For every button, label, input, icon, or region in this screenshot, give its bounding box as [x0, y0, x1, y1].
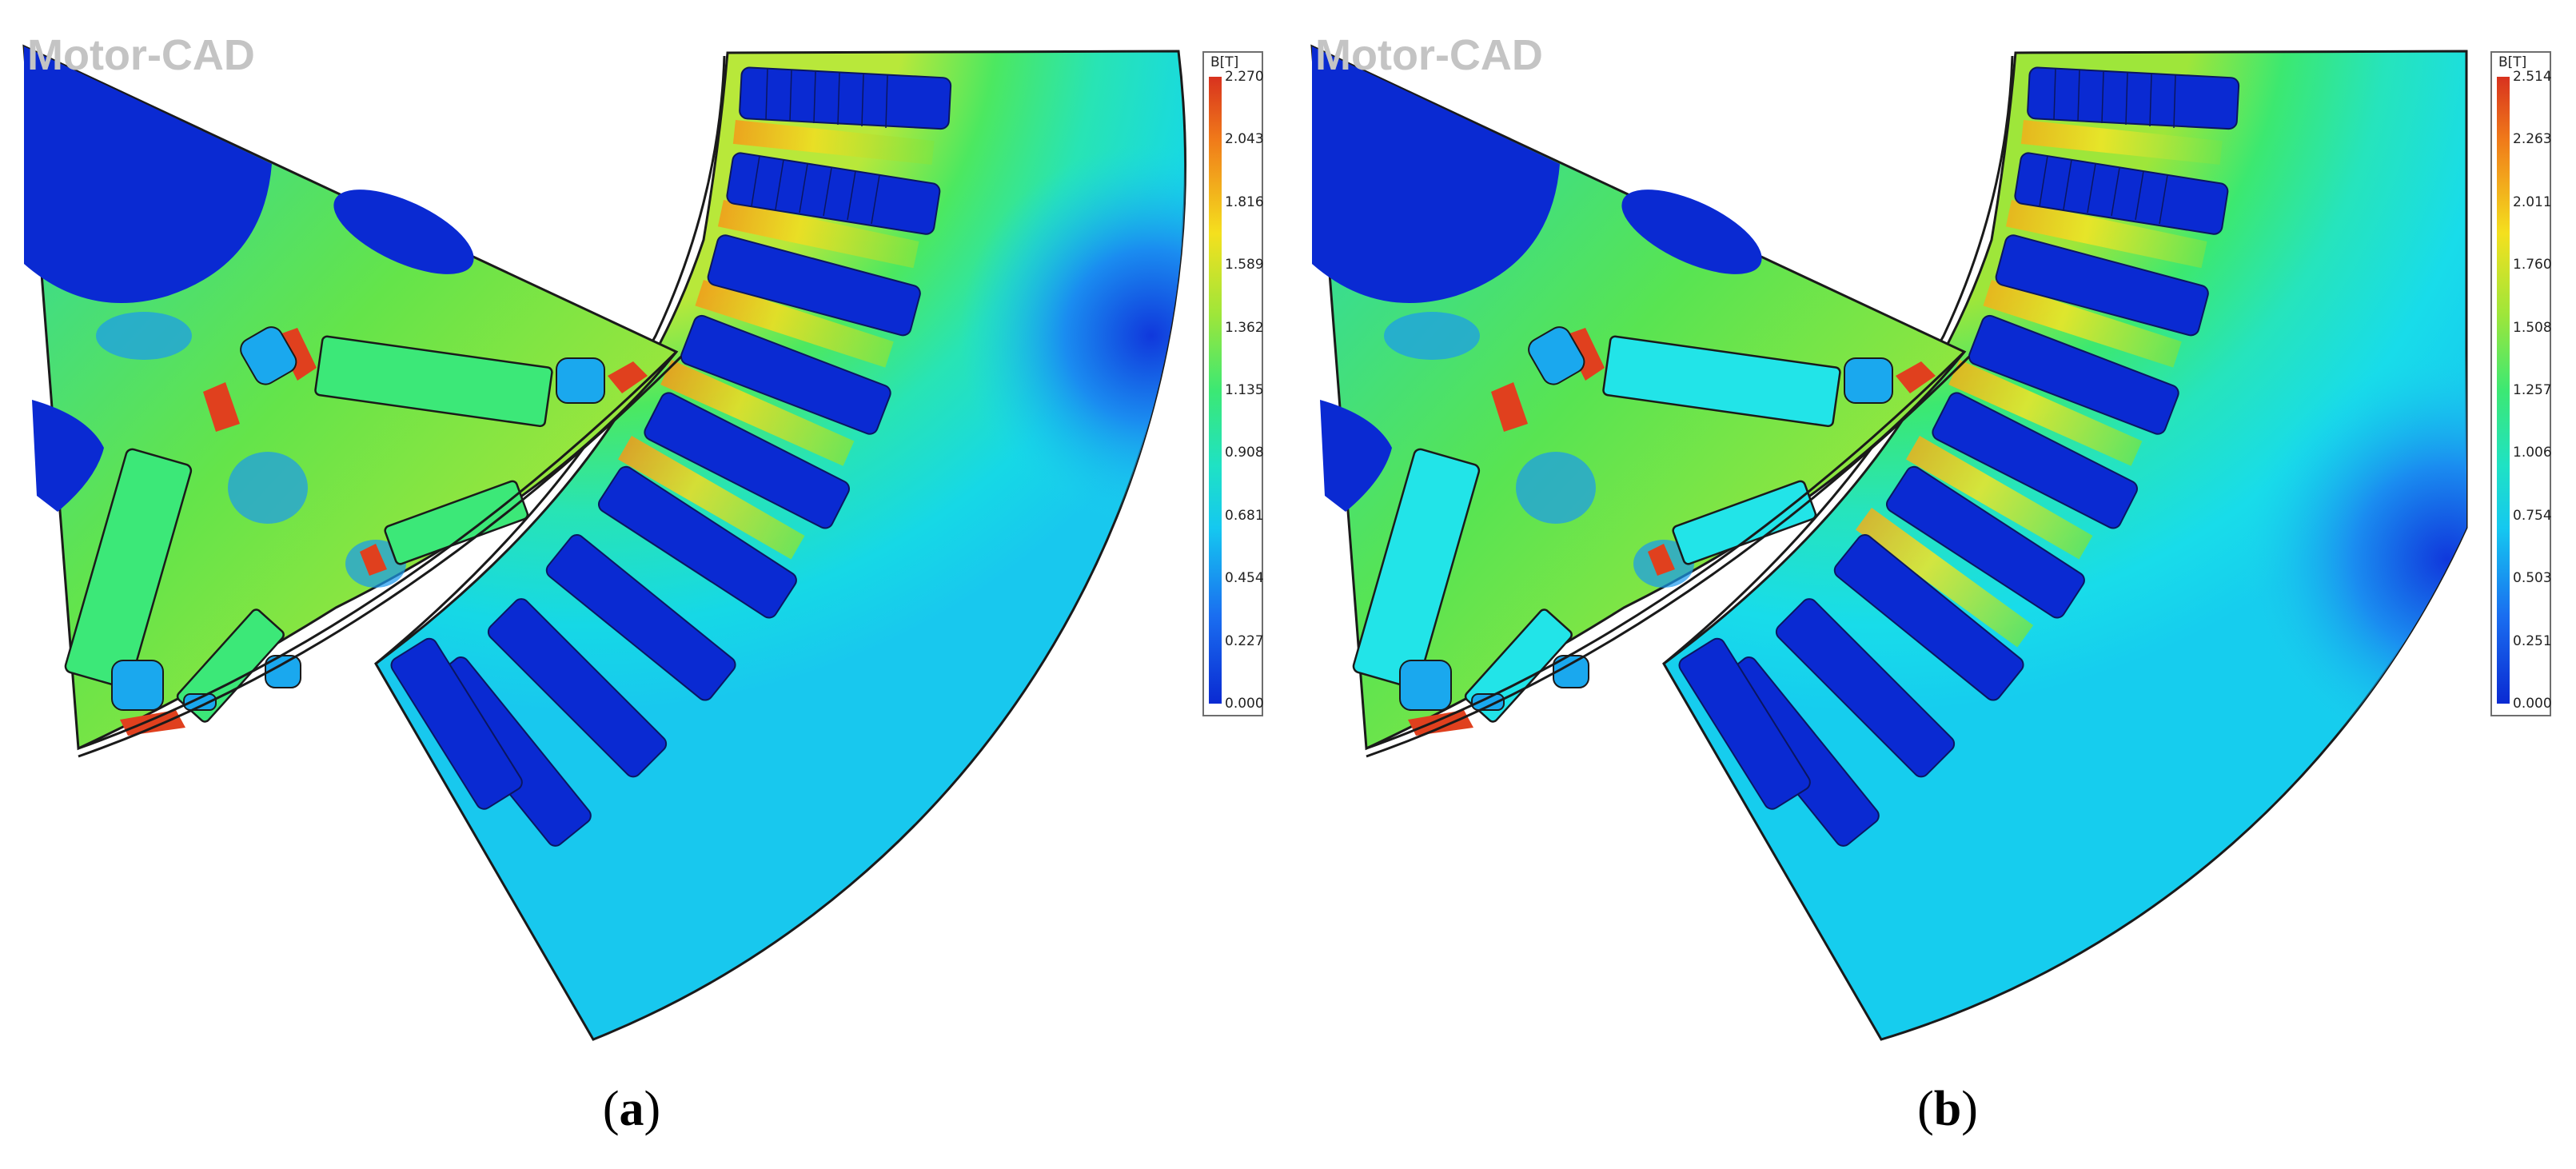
- colorbar-tick: 1.362: [1225, 319, 1264, 336]
- colorbar-tick: 1.760: [2513, 257, 2552, 273]
- magnet-end-pockets: [111, 326, 605, 711]
- colorbar-gradient: [2497, 77, 2510, 704]
- flux-density-plot-a: [22, 44, 1186, 1041]
- panel-b: Motor-CAD B[T] 2.514 2.263 2.011 1.760 1…: [1288, 0, 2576, 1169]
- colorbar-tick: 2.514: [2513, 69, 2552, 85]
- magnet-end-pockets: [1399, 326, 1893, 711]
- panel-caption-a: (a): [602, 1082, 661, 1136]
- colorbar-tick: 0.503: [2513, 570, 2552, 587]
- colorbar-tick: 0.754: [2513, 507, 2552, 524]
- stator-slots: [1678, 66, 2240, 847]
- colorbar-ticks: 2.514 2.263 2.011 1.760 1.508 1.257 1.00…: [2513, 69, 2552, 712]
- colorbar-tick: 2.043: [1225, 131, 1264, 148]
- rotor-shaft: [1312, 46, 1560, 303]
- colorbar-a: B[T] 2.270 2.043 1.816 1.589 1.362 1.135…: [1202, 51, 1264, 716]
- panel-a: Motor-CAD B[T] 2.270 2.043 1.816 1.589 1…: [22, 31, 1264, 1136]
- slot-conductors: [751, 68, 888, 225]
- rotor-hole: [32, 400, 104, 512]
- colorbar-tick: 0.908: [1225, 445, 1264, 461]
- colorbar-tick: 0.681: [1225, 507, 1264, 524]
- colorbar-ticks: 2.270 2.043 1.816 1.589 1.362 1.135 0.90…: [1225, 69, 1264, 712]
- colorbar-tick: 2.263: [2513, 131, 2552, 148]
- stator-slots: [390, 66, 952, 847]
- colorbar-tick: 1.508: [2513, 319, 2552, 336]
- software-watermark: Motor-CAD: [27, 31, 255, 79]
- stator: [1662, 50, 2468, 1041]
- colorbar-tick: 1.589: [1225, 257, 1264, 273]
- colorbar-tick: 2.011: [2513, 194, 2552, 210]
- colorbar-tick: 0.227: [1225, 632, 1264, 649]
- stator-teeth: [1856, 120, 2223, 648]
- slot-conductors: [2039, 68, 2176, 225]
- colorbar-tick: 1.135: [1225, 382, 1264, 398]
- low-flux-regions: [1384, 312, 1694, 588]
- rotor: [1310, 44, 1971, 758]
- colorbar-tick: 0.000: [1225, 696, 1264, 712]
- rotor-hole: [333, 190, 474, 274]
- colorbar-gradient: [1209, 77, 1222, 704]
- colorbar-tick: 0.251: [2513, 632, 2552, 649]
- stator: [374, 50, 1186, 1041]
- colorbar-tick: 1.006: [2513, 445, 2552, 461]
- rotor-hole: [1621, 190, 1762, 274]
- flux-density-plot-b: [1310, 44, 2468, 1041]
- rotor-shaft: [24, 46, 272, 303]
- colorbar-tick: 1.257: [2513, 382, 2552, 398]
- colorbar-tick: 0.454: [1225, 570, 1264, 587]
- colorbar-tick: 2.270: [1225, 69, 1264, 85]
- software-watermark: Motor-CAD: [1315, 31, 1543, 79]
- colorbar-unit: B[T]: [2498, 54, 2527, 70]
- rotor-hole: [1320, 400, 1392, 512]
- colorbar-tick: 0.000: [2513, 696, 2552, 712]
- stator-teeth: [618, 120, 935, 560]
- rotor: [22, 44, 683, 758]
- permanent-magnets: [64, 335, 553, 723]
- colorbar-unit: B[T]: [1210, 54, 1239, 70]
- colorbar-b: B[T] 2.514 2.263 2.011 1.760 1.508 1.257…: [2490, 51, 2552, 716]
- panel-caption-b: (b): [1917, 1082, 1978, 1136]
- colorbar-tick: 1.816: [1225, 194, 1264, 210]
